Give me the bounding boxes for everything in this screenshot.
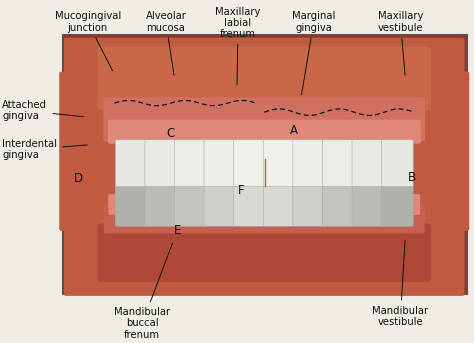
FancyBboxPatch shape — [204, 140, 236, 187]
Text: Marginal
gingiva: Marginal gingiva — [292, 11, 336, 95]
FancyBboxPatch shape — [64, 38, 465, 109]
FancyBboxPatch shape — [59, 72, 117, 231]
FancyBboxPatch shape — [412, 72, 469, 231]
FancyBboxPatch shape — [109, 194, 420, 215]
FancyBboxPatch shape — [174, 187, 206, 226]
FancyBboxPatch shape — [108, 120, 420, 144]
FancyBboxPatch shape — [204, 187, 236, 226]
FancyBboxPatch shape — [115, 187, 147, 226]
FancyBboxPatch shape — [293, 140, 324, 187]
FancyBboxPatch shape — [263, 187, 295, 226]
FancyBboxPatch shape — [174, 140, 206, 187]
Text: C: C — [166, 127, 175, 140]
FancyBboxPatch shape — [234, 140, 265, 187]
FancyBboxPatch shape — [382, 187, 413, 226]
FancyBboxPatch shape — [103, 97, 425, 141]
FancyBboxPatch shape — [64, 230, 465, 296]
FancyBboxPatch shape — [382, 140, 413, 187]
FancyBboxPatch shape — [104, 204, 425, 234]
Text: A: A — [290, 123, 298, 137]
Text: D: D — [73, 172, 83, 185]
Text: Mandibular
vestibule: Mandibular vestibule — [373, 240, 428, 327]
FancyBboxPatch shape — [322, 187, 354, 226]
FancyBboxPatch shape — [293, 187, 324, 226]
FancyBboxPatch shape — [322, 140, 354, 187]
Text: Alveolar
mucosa: Alveolar mucosa — [146, 11, 186, 75]
FancyBboxPatch shape — [98, 223, 431, 282]
FancyBboxPatch shape — [234, 187, 265, 226]
Text: E: E — [174, 224, 182, 237]
FancyBboxPatch shape — [145, 187, 176, 226]
FancyBboxPatch shape — [263, 140, 295, 187]
FancyBboxPatch shape — [352, 187, 383, 226]
Text: Interdental
gingiva: Interdental gingiva — [2, 139, 87, 160]
FancyBboxPatch shape — [115, 140, 147, 187]
Text: Attached
gingiva: Attached gingiva — [2, 100, 83, 121]
FancyBboxPatch shape — [145, 140, 176, 187]
Text: Mandibular
buccal
frenum: Mandibular buccal frenum — [114, 243, 173, 340]
Text: Mucogingival
junction: Mucogingival junction — [55, 11, 121, 71]
Text: B: B — [408, 171, 417, 184]
Text: Maxillary
vestibule: Maxillary vestibule — [378, 11, 423, 75]
Bar — [62, 34, 467, 294]
FancyBboxPatch shape — [98, 47, 431, 110]
Text: F: F — [237, 184, 244, 197]
Text: Maxillary
labial
frenum: Maxillary labial frenum — [215, 7, 261, 85]
FancyBboxPatch shape — [352, 140, 383, 187]
